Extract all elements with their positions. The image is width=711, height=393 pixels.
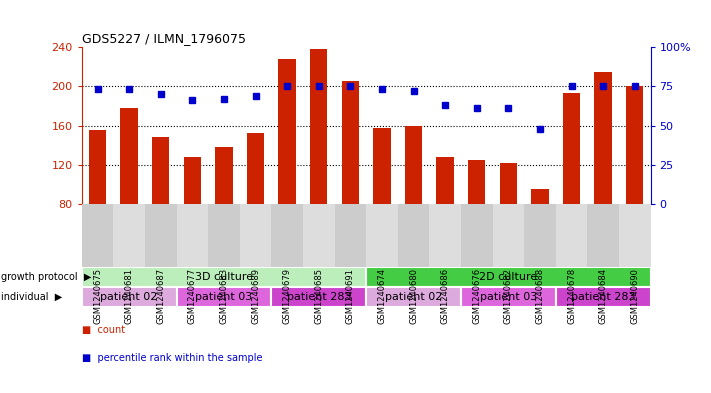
Bar bbox=[373, 129, 390, 204]
Bar bbox=[303, 204, 335, 266]
Bar bbox=[493, 204, 524, 266]
Text: patient 02: patient 02 bbox=[385, 292, 442, 301]
Bar bbox=[335, 204, 366, 266]
Bar bbox=[208, 204, 240, 266]
Bar bbox=[183, 157, 201, 204]
Bar bbox=[272, 204, 303, 266]
Bar bbox=[556, 286, 651, 307]
Text: 2D culture: 2D culture bbox=[479, 272, 538, 282]
Text: ■  count: ■ count bbox=[82, 325, 125, 335]
Text: ■  percentile rank within the sample: ■ percentile rank within the sample bbox=[82, 353, 262, 363]
Bar bbox=[176, 204, 208, 266]
Bar bbox=[240, 204, 272, 266]
Text: patient 283: patient 283 bbox=[571, 292, 636, 301]
Text: patient 283: patient 283 bbox=[287, 292, 351, 301]
Bar bbox=[556, 204, 587, 266]
Bar bbox=[120, 108, 138, 204]
Bar bbox=[145, 204, 176, 266]
Bar bbox=[587, 204, 619, 266]
Bar bbox=[279, 59, 296, 204]
Text: patient 03: patient 03 bbox=[480, 292, 537, 301]
Bar bbox=[619, 204, 651, 266]
Bar bbox=[82, 266, 366, 286]
Bar bbox=[437, 157, 454, 204]
Bar bbox=[366, 286, 461, 307]
Bar bbox=[247, 133, 264, 204]
Text: 3D culture: 3D culture bbox=[195, 272, 253, 282]
Text: GDS5227 / ILMN_1796075: GDS5227 / ILMN_1796075 bbox=[82, 31, 246, 44]
Text: individual  ▶: individual ▶ bbox=[1, 292, 62, 301]
Bar bbox=[397, 204, 429, 266]
Text: patient 02: patient 02 bbox=[100, 292, 158, 301]
Bar bbox=[82, 286, 176, 307]
Bar bbox=[531, 189, 549, 204]
Bar bbox=[113, 204, 145, 266]
Bar bbox=[405, 125, 422, 204]
Bar bbox=[310, 49, 328, 204]
Bar bbox=[500, 163, 517, 204]
Bar bbox=[366, 266, 651, 286]
Bar bbox=[461, 286, 556, 307]
Bar bbox=[563, 93, 580, 204]
Bar bbox=[524, 204, 556, 266]
Text: patient 03: patient 03 bbox=[196, 292, 252, 301]
Bar bbox=[152, 137, 169, 204]
Bar bbox=[626, 86, 643, 204]
Bar bbox=[366, 204, 397, 266]
Bar bbox=[594, 72, 612, 204]
Bar bbox=[461, 204, 493, 266]
Bar bbox=[429, 204, 461, 266]
Bar bbox=[342, 81, 359, 204]
Bar bbox=[468, 160, 486, 204]
Bar bbox=[82, 204, 113, 266]
Bar bbox=[176, 286, 272, 307]
Bar bbox=[272, 286, 366, 307]
Text: growth protocol  ▶: growth protocol ▶ bbox=[1, 272, 91, 282]
Bar bbox=[215, 147, 232, 204]
Bar bbox=[89, 130, 106, 204]
